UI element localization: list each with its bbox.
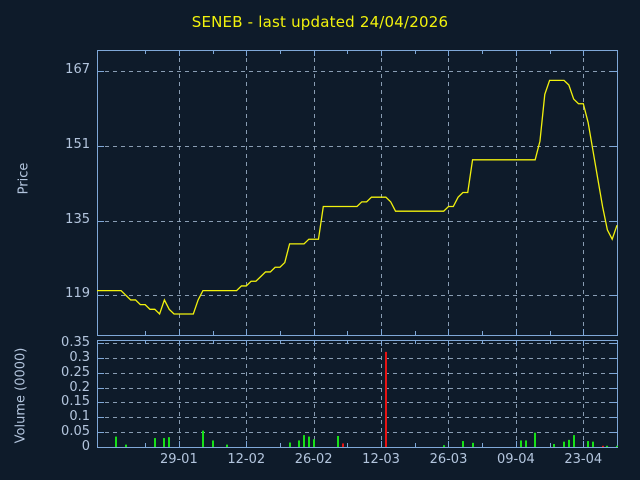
volume-bar — [125, 444, 127, 447]
price-ytick-label-2: 151 — [65, 136, 90, 152]
volume-bar — [573, 435, 575, 447]
volume-bar — [313, 439, 315, 447]
volume-bar — [587, 441, 589, 447]
volume-ytick-label-0: 0 — [81, 439, 90, 454]
xaxis-tick-label-4: 26-03 — [429, 452, 468, 467]
volume-bar — [308, 436, 310, 447]
xaxis-tick-label-6: 23-04 — [564, 452, 603, 467]
volume-ytick-label-4: 0.2 — [69, 379, 90, 395]
volume-bar — [553, 444, 555, 447]
volume-ytick-label-5: 0.25 — [61, 364, 90, 380]
volume-ytick-label-7: 0.35 — [61, 334, 90, 350]
volume-bar — [520, 440, 522, 447]
volume-panel-frame — [97, 340, 618, 448]
volume-bar — [202, 430, 204, 447]
xaxis-tick-label-3: 12-03 — [362, 452, 400, 467]
volume-bar — [168, 437, 170, 447]
xaxis-tick-label-1: 12-02 — [227, 452, 266, 467]
volume-bar — [337, 436, 339, 447]
price-ytick-label-0: 119 — [65, 286, 90, 302]
price-ytick-label-3: 167 — [65, 62, 90, 78]
volume-ytick-label-2: 0.1 — [69, 409, 90, 425]
xaxis-tick-label-5: 09-04 — [496, 452, 535, 467]
volume-ytick-label-3: 0.15 — [61, 394, 90, 410]
volume-bar — [154, 438, 156, 447]
volume-bar — [289, 442, 291, 447]
volume-bar — [534, 432, 536, 447]
volume-bar — [472, 442, 474, 447]
xaxis-tick-label-2: 26-02 — [294, 452, 333, 467]
volume-bar — [563, 441, 565, 447]
xaxis-tick-label-0: 29-01 — [159, 452, 198, 467]
volume-bar — [163, 438, 165, 447]
volume-bar — [212, 440, 214, 447]
chart-title: SENEB - last updated 24/04/2026 — [191, 13, 449, 31]
volume-bar — [616, 445, 618, 447]
volume-bar — [226, 444, 228, 447]
volume-bar — [385, 351, 387, 447]
price-ytick-label-1: 135 — [65, 211, 90, 227]
volume-bar — [602, 445, 604, 447]
price-line — [97, 79, 618, 316]
volume-bar — [525, 440, 527, 447]
volume-bar — [115, 436, 117, 447]
volume-bar — [606, 445, 608, 447]
volume-bar — [303, 435, 305, 447]
volume-bar — [443, 445, 445, 447]
volume-bar — [462, 441, 464, 447]
volume-bar — [298, 440, 300, 447]
volume-bar — [342, 443, 344, 447]
volume-bar — [568, 439, 570, 447]
volume-ytick-label-1: 0.05 — [61, 424, 90, 440]
volume-bar — [592, 441, 594, 447]
price-panel-frame — [97, 50, 618, 336]
volume-ytick-label-6: 0.3 — [69, 349, 90, 365]
